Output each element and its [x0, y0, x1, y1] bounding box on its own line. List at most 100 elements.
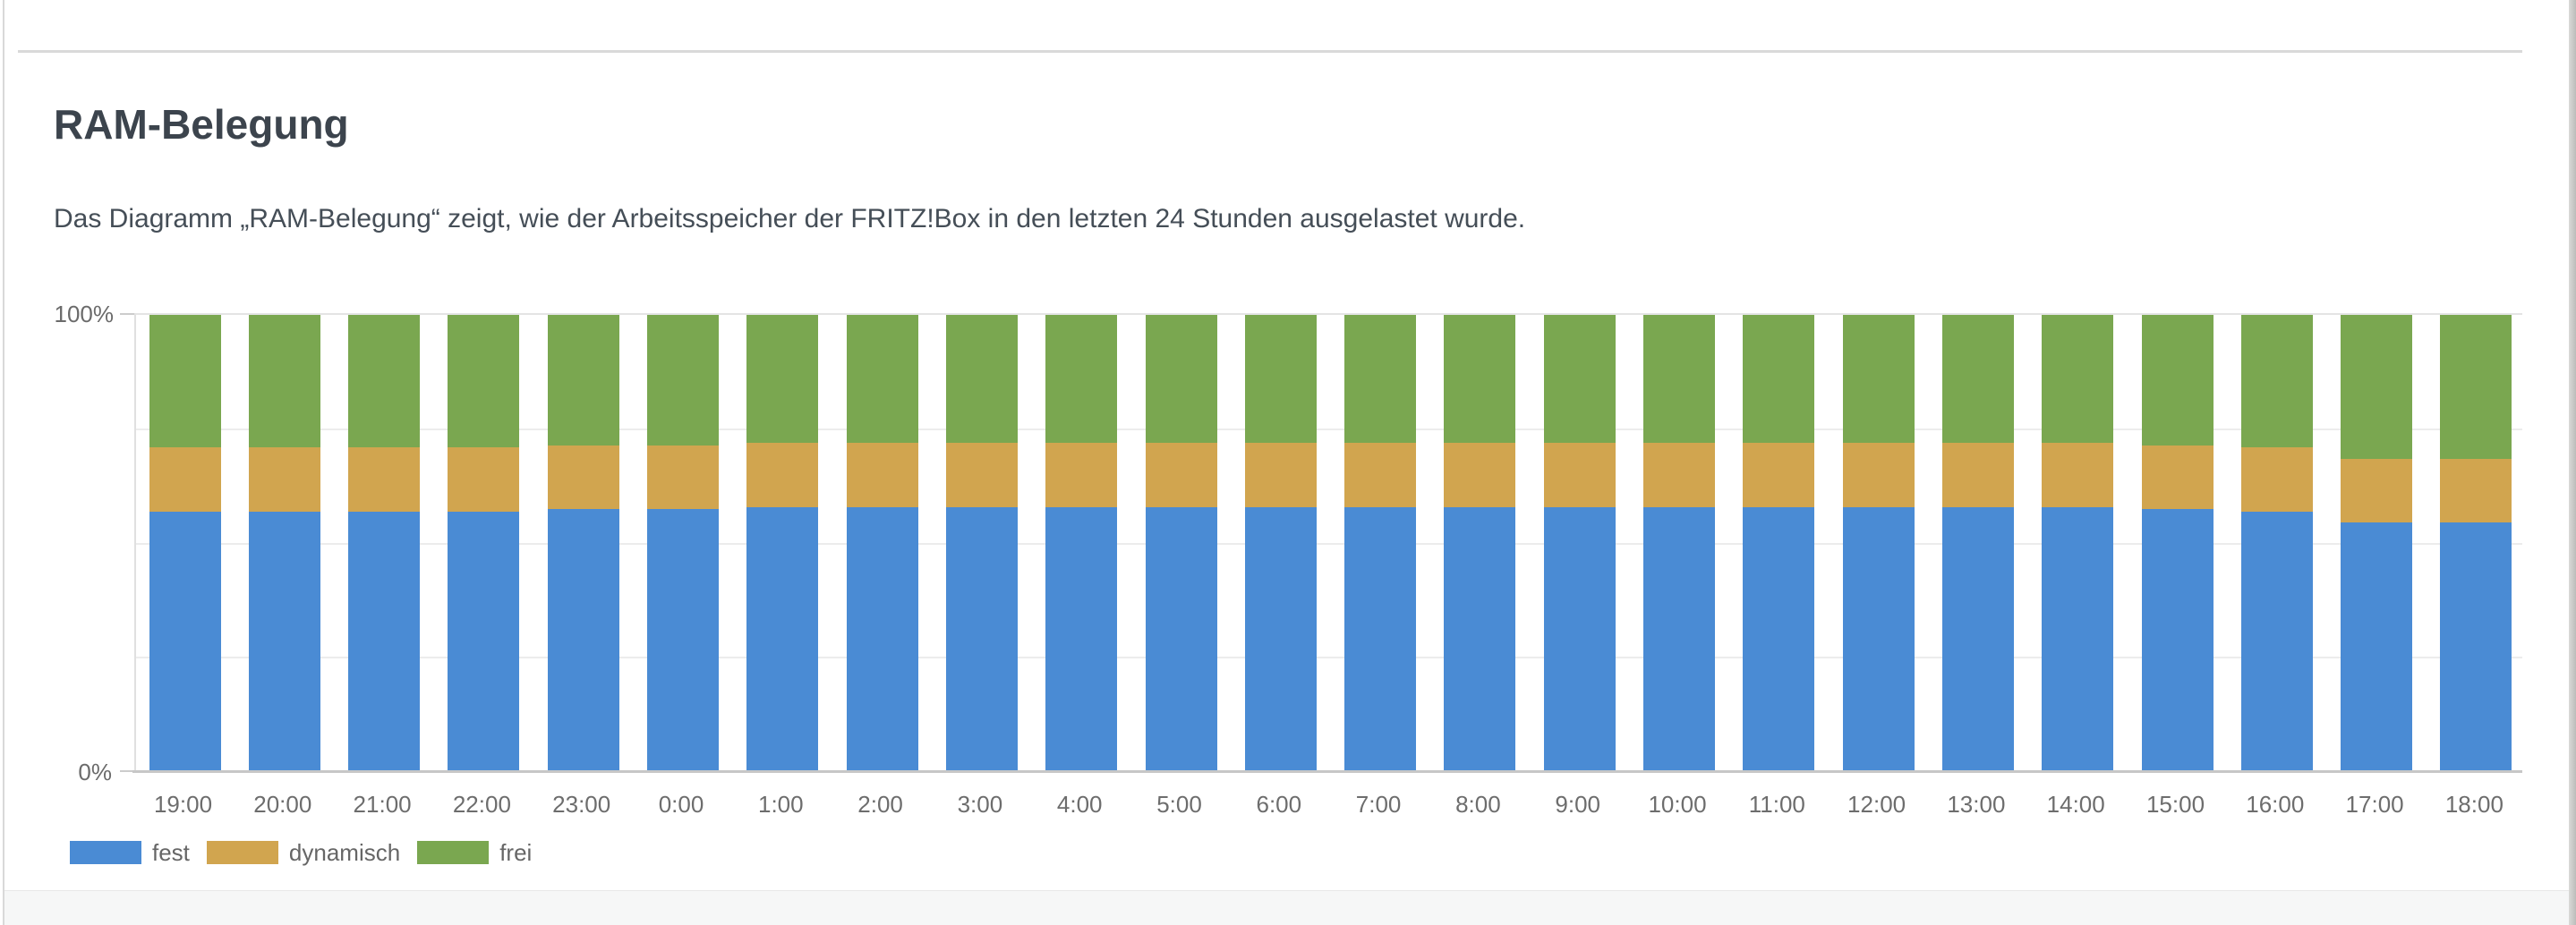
bar-12:00-segment-fest [1842, 506, 1915, 772]
bar-8:00-segment-fest [1444, 506, 1516, 772]
bar-11:00 [1743, 315, 1815, 772]
bar-13:00-segment-frei [1941, 315, 2014, 444]
bar-18:00-segment-frei [2440, 315, 2512, 459]
bar-22:00-segment-fest [448, 511, 520, 772]
bar-18:00-segment-fest [2440, 522, 2512, 772]
bar-6:00-segment-dynamisch [1244, 443, 1317, 507]
bar-13:00-segment-fest [1941, 506, 2014, 772]
bar-19:00 [149, 315, 221, 772]
x-axis-label-16:00: 16:00 [2246, 791, 2305, 818]
bar-19:00-segment-frei [149, 315, 221, 448]
legend-label-dynamisch: dynamisch [288, 838, 401, 866]
bar-8:00-segment-dynamisch [1444, 443, 1516, 507]
gridline-50-percent [136, 542, 2522, 545]
bar-20:00-segment-fest [248, 511, 320, 772]
bar-17:00-segment-dynamisch [2341, 458, 2413, 523]
bar-8:00 [1444, 315, 1516, 772]
bar-3:00-segment-frei [945, 315, 1018, 444]
bar-0:00-segment-fest [647, 509, 719, 772]
bar-0:00-segment-dynamisch [647, 445, 719, 510]
x-axis-label-9:00: 9:00 [1555, 791, 1600, 818]
legend-item-dynamisch: dynamisch [206, 838, 417, 867]
bar-21:00-segment-fest [348, 511, 421, 772]
chart-description: Das Diagramm „RAM-Belegung“ zeigt, wie d… [54, 204, 1526, 233]
bar-1:00 [746, 315, 819, 772]
x-axis-label-22:00: 22:00 [452, 791, 511, 818]
bar-15:00-segment-fest [2141, 509, 2213, 772]
bar-6:00 [1244, 315, 1317, 772]
bar-8:00-segment-frei [1444, 315, 1516, 444]
bar-4:00 [1045, 315, 1118, 772]
bar-0:00 [647, 315, 719, 772]
panel-left-border [3, 0, 4, 925]
x-axis-label-1:00: 1:00 [757, 791, 804, 818]
section-divider [18, 50, 2522, 53]
legend-swatch-fest [70, 841, 141, 864]
bar-12:00 [1842, 315, 1915, 772]
bar-12:00-segment-frei [1842, 315, 1915, 444]
bar-7:00-segment-frei [1344, 315, 1417, 444]
bar-17:00-segment-frei [2341, 315, 2413, 459]
bar-5:00-segment-fest [1145, 506, 1217, 772]
bar-6:00-segment-fest [1244, 506, 1317, 772]
bar-10:00-segment-fest [1643, 506, 1715, 772]
bar-15:00-segment-frei [2141, 315, 2213, 446]
bar-10:00 [1643, 315, 1715, 772]
y-axis-tick-100 [120, 313, 134, 315]
legend-item-fest: fest [70, 839, 207, 867]
y-axis-label-100: 100% [54, 301, 115, 327]
bar-7:00-segment-dynamisch [1344, 443, 1417, 507]
x-axis-label-15:00: 15:00 [2145, 791, 2205, 818]
bar-1:00-segment-frei [746, 315, 819, 444]
window-right-edge [2569, 0, 2576, 925]
x-axis-labels: 19:00 20:00 21:00 22:00 23:00 0:00 1:00 2:00 3:0… [134, 791, 2522, 818]
x-axis-label-23:00: 23:00 [552, 791, 611, 818]
bar-14:00-segment-fest [2042, 506, 2114, 772]
x-axis-label-8:00: 8:00 [1455, 791, 1501, 818]
bar-21:00 [348, 315, 421, 772]
x-axis-label-19:00: 19:00 [153, 791, 213, 818]
bar-14:00-segment-dynamisch [2042, 443, 2114, 507]
page-background-below-card [4, 891, 2569, 925]
bar-1:00-segment-dynamisch [746, 443, 819, 507]
bar-17:00 [2341, 315, 2413, 772]
bar-22:00 [448, 315, 520, 772]
x-axis-label-10:00: 10:00 [1648, 791, 1707, 818]
bar-13:00-segment-dynamisch [1941, 443, 2014, 507]
bar-22:00-segment-dynamisch [448, 447, 520, 512]
bar-4:00-segment-dynamisch [1045, 443, 1118, 507]
bar-21:00-segment-dynamisch [348, 447, 421, 512]
bar-4:00-segment-frei [1045, 315, 1118, 444]
bar-20:00-segment-dynamisch [248, 447, 320, 512]
bar-11:00-segment-frei [1743, 315, 1815, 444]
bar-11:00-segment-dynamisch [1743, 443, 1815, 507]
x-axis-label-14:00: 14:00 [2046, 791, 2105, 818]
x-axis-label-21:00: 21:00 [353, 791, 412, 818]
bar-4:00-segment-fest [1045, 506, 1118, 772]
legend-swatch-frei [417, 841, 490, 864]
bar-3:00 [945, 315, 1018, 772]
bar-14:00-segment-frei [2042, 315, 2114, 444]
bar-14:00 [2042, 315, 2114, 772]
x-axis-label-13:00: 13:00 [1947, 791, 2006, 818]
bar-19:00-segment-fest [149, 511, 221, 772]
bar-9:00-segment-frei [1543, 315, 1616, 444]
card-bottom-edge [4, 890, 2569, 891]
bar-5:00 [1145, 315, 1217, 772]
bar-23:00-segment-dynamisch [547, 445, 619, 510]
bar-23:00-segment-fest [547, 509, 619, 772]
gridline-25-percent [136, 657, 2522, 659]
legend-swatch-dynamisch [206, 841, 278, 864]
bar-18:00 [2440, 315, 2512, 772]
bar-7:00-segment-fest [1344, 506, 1417, 772]
x-axis-label-12:00: 12:00 [1847, 791, 1906, 818]
bar-2:00-segment-frei [846, 315, 918, 444]
bar-9:00-segment-dynamisch [1543, 443, 1616, 507]
bar-20:00 [248, 315, 320, 772]
bar-23:00-segment-frei [547, 315, 619, 446]
bar-16:00-segment-fest [2240, 511, 2313, 772]
bar-9:00 [1543, 315, 1616, 772]
bar-3:00-segment-dynamisch [945, 443, 1018, 507]
x-axis-label-7:00: 7:00 [1355, 791, 1402, 818]
bar-22:00-segment-frei [448, 315, 520, 448]
